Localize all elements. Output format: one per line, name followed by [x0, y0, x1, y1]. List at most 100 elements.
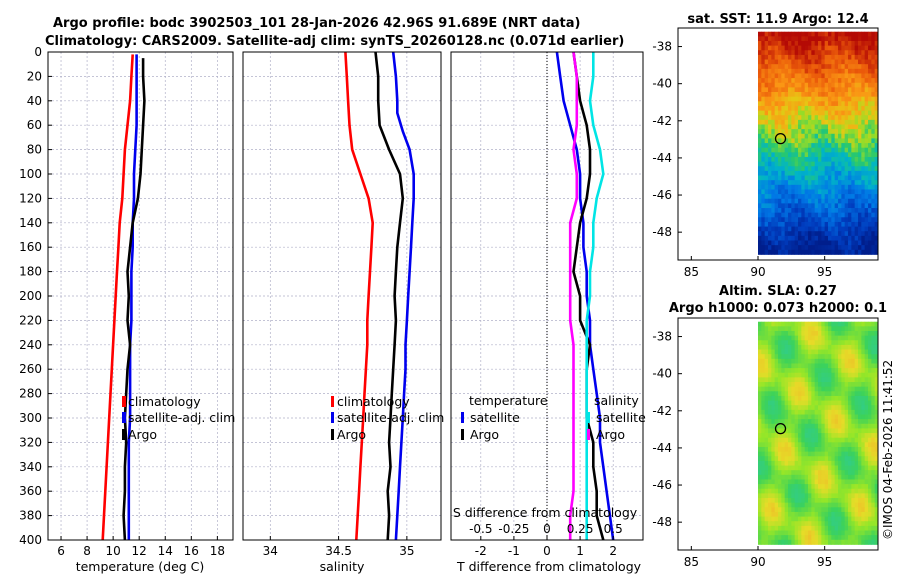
map-cell	[821, 217, 826, 223]
map-cell	[764, 321, 769, 327]
map-cell	[801, 203, 806, 209]
map-cell	[818, 147, 822, 153]
map-cell	[834, 437, 839, 443]
map-cell	[814, 470, 819, 476]
map-cell	[788, 82, 792, 88]
map-cell	[864, 161, 869, 167]
map-cell	[784, 391, 789, 397]
map-cell	[804, 419, 809, 425]
map-cell	[811, 479, 816, 485]
map-cell	[768, 235, 772, 241]
map-cell	[868, 31, 872, 37]
map-cell	[818, 143, 822, 149]
map-cell	[868, 87, 872, 93]
map-cell	[781, 340, 786, 346]
map-cell	[824, 405, 829, 411]
map-cell	[781, 87, 786, 93]
map-cell	[854, 488, 859, 494]
map-cell	[784, 358, 789, 364]
map-cell	[874, 391, 878, 397]
map-cell	[874, 78, 878, 84]
map-cell	[868, 64, 872, 70]
map-cell	[764, 68, 769, 74]
map-cell	[844, 395, 849, 401]
map-cell	[828, 368, 832, 374]
map-cell	[818, 525, 822, 531]
map-cell	[868, 166, 872, 172]
map-cell	[764, 428, 769, 434]
map-cell	[774, 344, 779, 350]
map-cell	[761, 502, 766, 508]
map-cell	[808, 340, 812, 346]
map-cell	[778, 484, 782, 490]
map-cell	[808, 231, 812, 237]
map-cell	[824, 129, 829, 135]
map-cell	[764, 194, 769, 200]
map-cell	[861, 474, 866, 480]
map-cell	[804, 194, 809, 200]
map-cell	[808, 78, 812, 84]
map-cell	[874, 129, 878, 135]
map-cell	[818, 221, 822, 227]
map-cell	[841, 419, 846, 425]
map-cell	[764, 484, 769, 490]
map-cell	[791, 217, 796, 223]
map-cell	[864, 68, 869, 74]
map-cell	[798, 124, 802, 130]
map-cell	[851, 78, 856, 84]
map-cell	[798, 428, 802, 434]
map-cell	[851, 451, 856, 457]
map-cell	[784, 156, 789, 163]
map-cell	[808, 40, 812, 47]
map-cell	[841, 64, 846, 70]
map-cell	[758, 511, 762, 517]
map-cell	[788, 96, 792, 102]
map-cell	[811, 82, 816, 88]
map-cell	[798, 349, 802, 355]
map-cell	[831, 437, 836, 443]
map-cell	[828, 391, 832, 397]
map-cell	[778, 40, 782, 47]
map-cell	[834, 101, 839, 107]
map-cell	[851, 115, 856, 121]
map-cell	[801, 335, 806, 341]
map-cell	[801, 133, 806, 139]
map-cell	[791, 105, 796, 111]
map-cell	[801, 161, 806, 167]
map-cell	[871, 249, 876, 255]
map-cell	[784, 498, 789, 504]
map-cell	[804, 493, 809, 499]
map-cell	[818, 184, 822, 190]
map-cell	[818, 330, 822, 337]
map-cell	[774, 456, 779, 462]
map-cell	[831, 40, 836, 47]
map-cell	[761, 73, 766, 79]
map-cell	[808, 115, 812, 121]
map-cell	[864, 64, 869, 70]
map-cell	[861, 530, 866, 536]
map-cell	[761, 368, 766, 374]
map-cell	[871, 45, 876, 51]
map-cell	[831, 493, 836, 499]
map-cell	[834, 349, 839, 355]
map-cell	[781, 226, 786, 232]
map-cell	[774, 231, 779, 237]
map-cell	[804, 428, 809, 434]
map-cell	[784, 110, 789, 116]
map-cell	[851, 330, 856, 337]
map-cell	[808, 217, 812, 223]
map-cell	[824, 502, 829, 508]
map-cell	[761, 184, 766, 190]
map-cell	[798, 138, 802, 144]
map-cell	[764, 456, 769, 462]
map-cell	[801, 68, 806, 74]
map-cell	[768, 330, 772, 337]
map-cell	[844, 143, 849, 149]
map-cell	[784, 340, 789, 346]
map-cell	[848, 516, 852, 522]
map-cell	[818, 78, 822, 84]
map-cell	[804, 87, 809, 93]
map-cell	[778, 226, 782, 232]
map-cell	[818, 156, 822, 163]
map-cell	[864, 217, 869, 223]
